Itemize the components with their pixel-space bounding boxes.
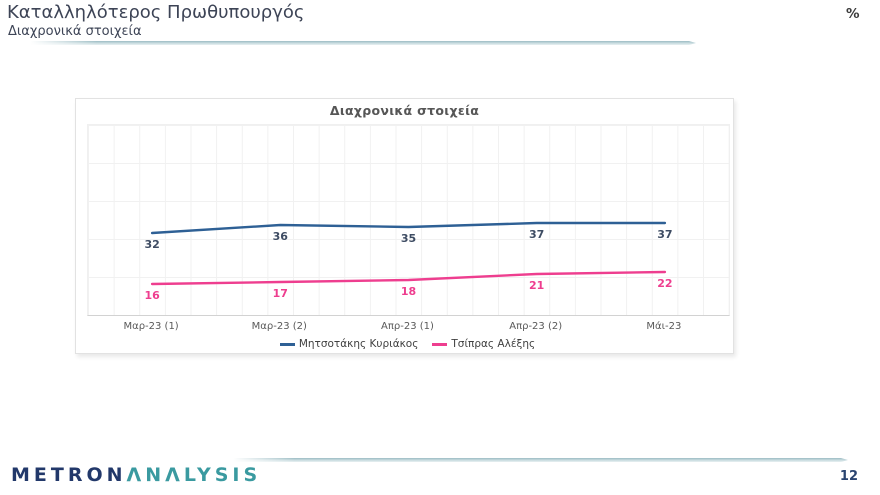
footer-divider-line bbox=[233, 458, 848, 462]
legend-dash-icon bbox=[432, 342, 448, 346]
header-divider-line bbox=[30, 41, 696, 45]
data-label: 22 bbox=[657, 277, 673, 290]
series-line-1 bbox=[150, 270, 667, 286]
legend-label: Τσίπρας Αλέξης bbox=[451, 338, 536, 350]
page-title: Καταλληλότερος Πρωθυπουργός bbox=[7, 2, 305, 23]
data-label: 36 bbox=[272, 230, 288, 243]
data-label: 16 bbox=[144, 289, 160, 302]
series-line-0 bbox=[150, 221, 667, 235]
plot-area: 32 36 35 37 37 16 17 18 21 22 bbox=[87, 124, 730, 316]
chart-svg bbox=[150, 221, 667, 286]
legend-label: Μητσοτάκης Κυριάκος bbox=[298, 338, 419, 350]
percent-unit-label: % bbox=[846, 6, 860, 22]
x-axis-labels: Μαρ-23 (1) Μαρ-23 (2) Απρ-23 (1) Απρ-23 (2)… bbox=[87, 321, 728, 335]
data-label: 35 bbox=[400, 232, 417, 245]
x-axis-label: Απρ-23 (2) bbox=[509, 321, 563, 332]
x-axis-label: Μαρ-23 (1) bbox=[123, 321, 179, 332]
x-axis-label: Απρ-23 (1) bbox=[381, 321, 434, 332]
metron-analysis-logo: METRONΛΝΛLYSIS bbox=[11, 464, 261, 486]
data-label: 17 bbox=[272, 287, 288, 300]
legend-item-0: Μητσοτάκης Κυριάκος bbox=[279, 338, 419, 350]
x-axis-label: Μαρ-23 (2) bbox=[251, 321, 307, 332]
chart-legend: Μητσοτάκης Κυριάκος Τσίπρας Αλέξης bbox=[87, 338, 728, 350]
page-subtitle: Διαχρονικά στοιχεία bbox=[8, 24, 142, 39]
legend-item-1: Τσίπρας Αλέξης bbox=[432, 338, 535, 350]
legend-dash-icon bbox=[279, 342, 295, 346]
logo-analysis-text: ΛΝΛLYSIS bbox=[126, 464, 262, 486]
chart-card: Διαχρονικά στοιχεία 32 36 35 37 37 16 17 18 21 22… bbox=[75, 98, 734, 354]
data-label: 37 bbox=[657, 228, 673, 241]
x-axis-label: Μάι-23 bbox=[646, 321, 682, 332]
data-label: 21 bbox=[529, 279, 545, 292]
data-label: 37 bbox=[529, 228, 545, 241]
data-label: 32 bbox=[144, 238, 160, 251]
logo-metron-text: METRON bbox=[11, 464, 127, 486]
data-label: 18 bbox=[400, 285, 417, 298]
page-number: 12 bbox=[839, 469, 858, 484]
chart-title: Διαχρονικά στοιχεία bbox=[329, 103, 480, 118]
